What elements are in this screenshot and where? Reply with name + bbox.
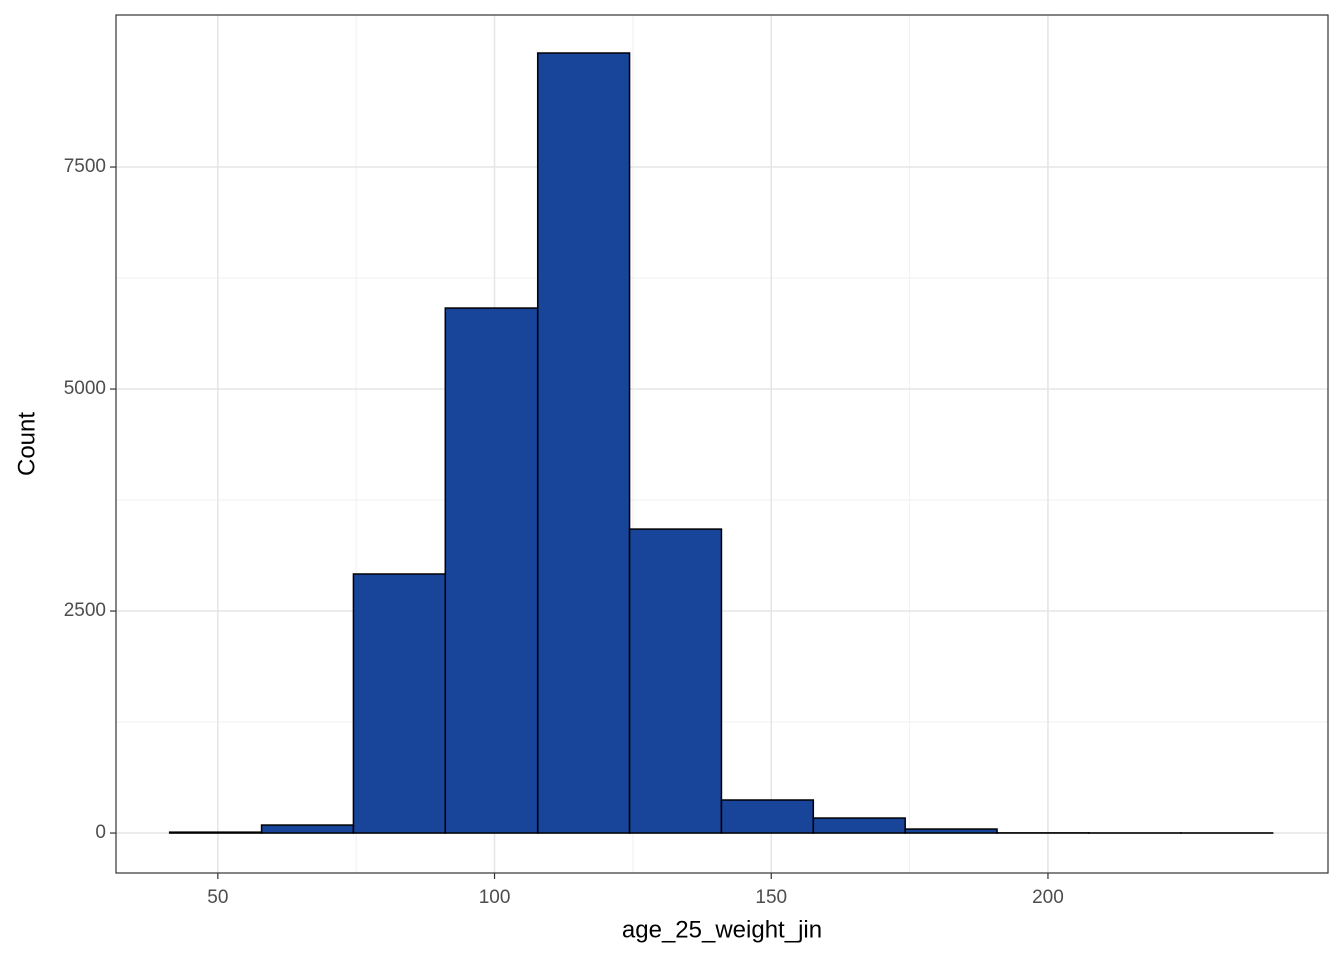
bar <box>445 308 537 833</box>
y-tick-label: 7500 <box>64 156 106 177</box>
y-tick-label: 2500 <box>64 600 106 621</box>
bar <box>353 574 445 833</box>
y-axis-title: Count <box>13 412 40 476</box>
x-tick-label: 200 <box>1032 887 1064 908</box>
x-tick-label: 150 <box>755 887 787 908</box>
bar <box>813 818 905 833</box>
bar <box>262 825 354 833</box>
y-tick-label: 5000 <box>64 378 106 399</box>
bar <box>905 829 997 833</box>
y-tick-label: 0 <box>95 822 106 843</box>
x-tick-label: 50 <box>207 887 228 908</box>
bar <box>630 529 722 833</box>
bar <box>170 832 262 833</box>
bar <box>721 800 813 833</box>
x-axis-title: age_25_weight_jin <box>622 916 822 943</box>
bar <box>538 53 630 833</box>
x-tick-label: 100 <box>479 887 511 908</box>
